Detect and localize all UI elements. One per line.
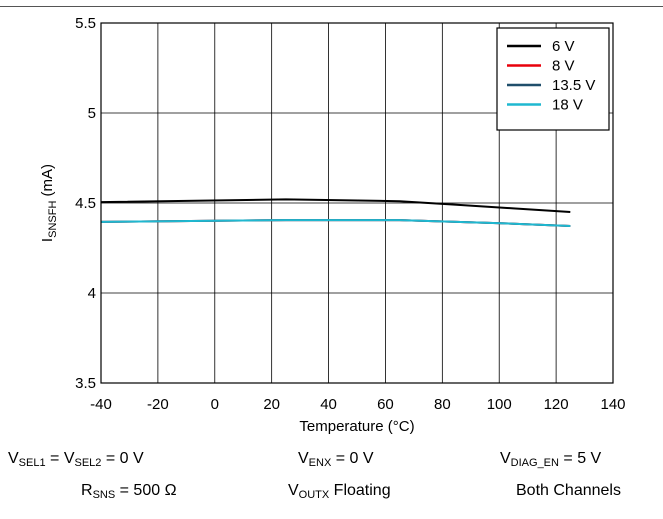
y-tick-labels: 3.5 4 4.5 5 5.5	[75, 15, 96, 392]
condition-vsel: VSEL1 = VSEL2 = 0 V	[8, 449, 144, 469]
y-axis-label: ISNSFH (mA)	[39, 164, 59, 242]
cond-voutx-val: Floating	[329, 482, 391, 499]
series-lines	[100, 198, 571, 227]
x-tick-label: -20	[147, 396, 169, 413]
series-line-4	[100, 219, 571, 227]
cond-vdiag-v: V	[500, 450, 511, 467]
cond-voutx-sub: OUTX	[298, 489, 330, 501]
series-line-1	[100, 198, 571, 213]
x-tick-label: 40	[320, 396, 337, 413]
x-tick-label: 100	[487, 396, 512, 413]
y-tick-label: 3.5	[75, 375, 96, 392]
y-tick-label: 4	[88, 285, 96, 302]
cond-venx-v: V	[298, 450, 309, 467]
cond-rsns-sub: SNS	[92, 489, 116, 501]
cond-voutx-v: V	[288, 482, 299, 499]
cond-vsel-sub2: SEL2	[74, 457, 102, 469]
y-tick-label: 4.5	[75, 195, 96, 212]
legend-label-4: 18 V	[552, 97, 583, 114]
x-tick-label: 80	[434, 396, 451, 413]
x-tick-label: 0	[211, 396, 219, 413]
condition-venx: VENX = 0 V	[298, 449, 374, 469]
line-chart: 3.5 4 4.5 5 5.5 -40 -20 0 20 40 60 80 100 120 140 Tem…	[39, 15, 626, 435]
cond-venx-val: = 0 V	[331, 450, 374, 467]
condition-vdiag: VDIAG_EN = 5 V	[500, 449, 601, 469]
condition-voutx: VOUTX Floating	[288, 481, 391, 501]
x-tick-label: -40	[90, 396, 112, 413]
y-axis-label-sub: SNSFH	[47, 201, 59, 238]
y-tick-label: 5	[88, 105, 96, 122]
x-tick-label: 120	[544, 396, 569, 413]
y-axis-label-main: I	[39, 238, 56, 242]
legend-label-2: 8 V	[552, 58, 575, 75]
legend-items: 6 V 8 V 13.5 V 18 V	[507, 38, 595, 114]
cond-channels: Both Channels	[516, 482, 621, 499]
cond-vdiag-val: = 5 V	[558, 450, 602, 467]
condition-channels: Both Channels	[516, 481, 621, 501]
cond-venx-sub: ENX	[308, 457, 332, 469]
cond-vsel-v1: V	[8, 450, 19, 467]
cond-vsel-sub1: SEL1	[18, 457, 46, 469]
legend-label-3: 13.5 V	[552, 77, 595, 94]
x-tick-label: 20	[263, 396, 280, 413]
y-axis-label-unit: (mA)	[39, 164, 56, 201]
plot-frame	[100, 22, 614, 384]
cond-rsns-val: = 500 Ω	[115, 482, 177, 499]
cond-vsel-eq: = V	[45, 450, 75, 467]
x-tick-label: 140	[600, 396, 625, 413]
x-tick-label: 60	[377, 396, 394, 413]
cond-vsel-val: = 0 V	[101, 450, 144, 467]
x-axis-label: Temperature (°C)	[299, 418, 414, 435]
legend: 6 V 8 V 13.5 V 18 V	[496, 27, 610, 131]
cond-vdiag-sub: DIAG_EN	[510, 457, 559, 469]
y-tick-label: 5.5	[75, 15, 96, 32]
condition-rsns: RSNS = 500 Ω	[81, 481, 177, 501]
top-rule	[0, 6, 663, 7]
cond-rsns-r: R	[81, 482, 93, 499]
x-tick-labels: -40 -20 0 20 40 60 80 100 120 140	[90, 396, 625, 413]
legend-label-1: 6 V	[552, 38, 575, 55]
